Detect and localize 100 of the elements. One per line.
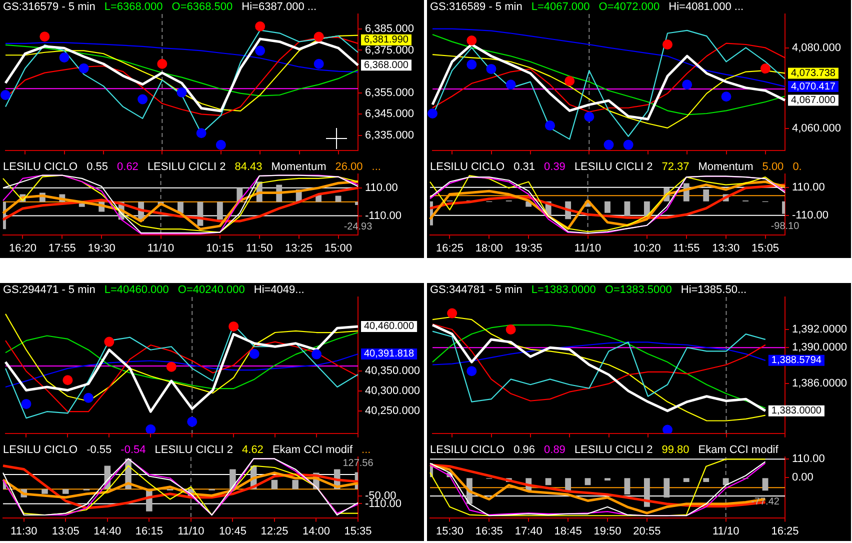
data-label: 4,070.417	[791, 81, 836, 92]
text: 84.43	[234, 161, 262, 173]
data-label: 40,460.000	[364, 321, 414, 332]
text: 0.62	[117, 161, 138, 173]
data-label: 40,391.818	[364, 348, 414, 360]
x-tick-label: 17:55	[48, 242, 76, 254]
text: O=4072.000	[598, 1, 660, 13]
text: -0.55	[86, 444, 112, 456]
text: 0.39	[544, 161, 566, 173]
x-tick-label: 16:20	[8, 242, 36, 254]
x-tick-label: 10:20	[633, 242, 661, 254]
y-tick-label: 40,250.000	[365, 405, 420, 418]
y-tick-label: 6,355.000	[365, 86, 414, 99]
data-label: 4,073.738	[791, 68, 836, 79]
y-tick-label: -110.00	[365, 498, 402, 510]
data-label: 6,368.000	[364, 60, 409, 71]
text: LESILU CICLO	[3, 444, 78, 456]
y-tick-label: 0.00	[792, 472, 814, 484]
text: Hi=6387.000 ...	[242, 1, 317, 13]
text: 0.55	[86, 161, 108, 173]
y-tick-label: 40,350.000	[365, 364, 420, 377]
x-tick-label: 11/10	[712, 525, 740, 538]
x-tick-label: 18:00	[475, 242, 503, 254]
x-tick-label: 15:35	[344, 525, 372, 538]
text: Momentum	[271, 161, 326, 173]
text: LESILU CICLI 2	[154, 444, 234, 456]
y-tick-label: 4,080.000	[792, 42, 841, 54]
y-tick-label: 1,390.0000	[792, 342, 848, 354]
chart-title: GS:344781 - 5 min	[430, 284, 522, 296]
x-tick-label: 11:30	[10, 525, 38, 538]
text: LESILU CICLO	[3, 161, 78, 173]
x-tick-label: 14:40	[94, 525, 122, 538]
chart-title: GS:316589 - 5 min	[430, 1, 522, 13]
text: Hi=4081.000 ...	[668, 1, 744, 13]
y-tick-label: 6,345.000	[365, 108, 414, 120]
text: LESILU CICLO	[430, 444, 505, 456]
text: O=40240.000	[178, 284, 245, 296]
x-tick-label: 12:25	[260, 525, 288, 538]
y-tick-label: 40,300.000	[365, 385, 420, 398]
x-tick-label: 16:25	[436, 242, 464, 254]
text: Ekam CCI modif	[272, 444, 353, 456]
y-tick-label: -110.00	[365, 210, 402, 222]
text: O=6368.500	[172, 1, 233, 13]
x-tick-label: 18:45	[554, 525, 582, 538]
text: LESILU CICLI 2	[574, 444, 653, 456]
text: 0.96	[514, 444, 536, 456]
x-tick-label: 16:35	[475, 525, 503, 538]
text: -0.54	[120, 444, 146, 456]
x-tick-label: 10:15	[206, 242, 234, 254]
text: ...	[372, 161, 381, 173]
chart-title: GS:294471 - 5 min	[3, 284, 96, 296]
text: 5.00	[762, 161, 784, 173]
x-tick-label: 15:05	[752, 242, 780, 254]
data-label: 6,381.990	[364, 34, 409, 46]
text: Momentum	[698, 161, 754, 173]
x-tick-label: 17:40	[514, 525, 542, 538]
x-tick-label: 10:45	[218, 525, 246, 538]
text: 99.80	[662, 444, 690, 456]
y-tick-label: 110.00	[792, 181, 825, 194]
x-tick-label: 15:00	[324, 242, 352, 254]
text: LESILU CICLI 2	[574, 161, 653, 173]
text: Hi=1385.50...	[680, 284, 747, 296]
y-tick-label: 6,385.000	[365, 22, 414, 35]
text: L=4067.000	[531, 1, 590, 13]
x-tick-label: 13:25	[285, 242, 313, 254]
x-tick-label: 13:05	[52, 525, 80, 538]
text: Hi=4049...	[254, 284, 304, 296]
text: ...	[362, 444, 371, 456]
y-tick-label: 1,392.0000	[792, 324, 848, 336]
data-label: 1,383.0000	[771, 406, 822, 417]
x-tick-label: 11/10	[178, 525, 204, 538]
x-tick-label: 16:15	[135, 525, 163, 538]
text: LESILU CICLO	[430, 161, 505, 173]
y-tick-label: 1,386.0000	[792, 378, 848, 390]
text: 0.31	[514, 161, 536, 173]
text: Ekam CCI modif	[698, 444, 778, 456]
text: L=40460.000	[104, 284, 169, 296]
y-tick-label: 6,335.000	[365, 130, 414, 142]
y-tick-label: 6,375.000	[365, 44, 414, 56]
x-tick-label: 11/10	[574, 242, 602, 254]
text: 0.	[792, 161, 802, 173]
y-tick-label: 4,060.000	[792, 122, 841, 134]
text: LESILU CICLI 2	[147, 161, 226, 173]
x-tick-label: 20:55	[633, 525, 661, 538]
x-tick-label: 19:30	[88, 242, 116, 254]
x-tick-label: 11/10	[147, 242, 174, 254]
x-tick-label: 19:50	[594, 525, 622, 538]
text: L=6368.000	[104, 1, 163, 13]
text: L=1383.0000	[531, 284, 596, 296]
text: 72.37	[662, 161, 690, 173]
data-label: 4,067.000	[791, 95, 836, 106]
text: 4.62	[242, 444, 264, 456]
y-tick-label: 110.00	[792, 453, 825, 466]
x-tick-label: 15:30	[436, 525, 464, 538]
text: 26.00	[335, 161, 363, 173]
x-tick-label: 13:30	[712, 242, 740, 254]
x-tick-label: 16:25	[771, 525, 799, 538]
text: O=1383.5000	[604, 284, 672, 296]
text: 0.89	[544, 444, 566, 456]
x-tick-label: 19:35	[514, 242, 542, 254]
